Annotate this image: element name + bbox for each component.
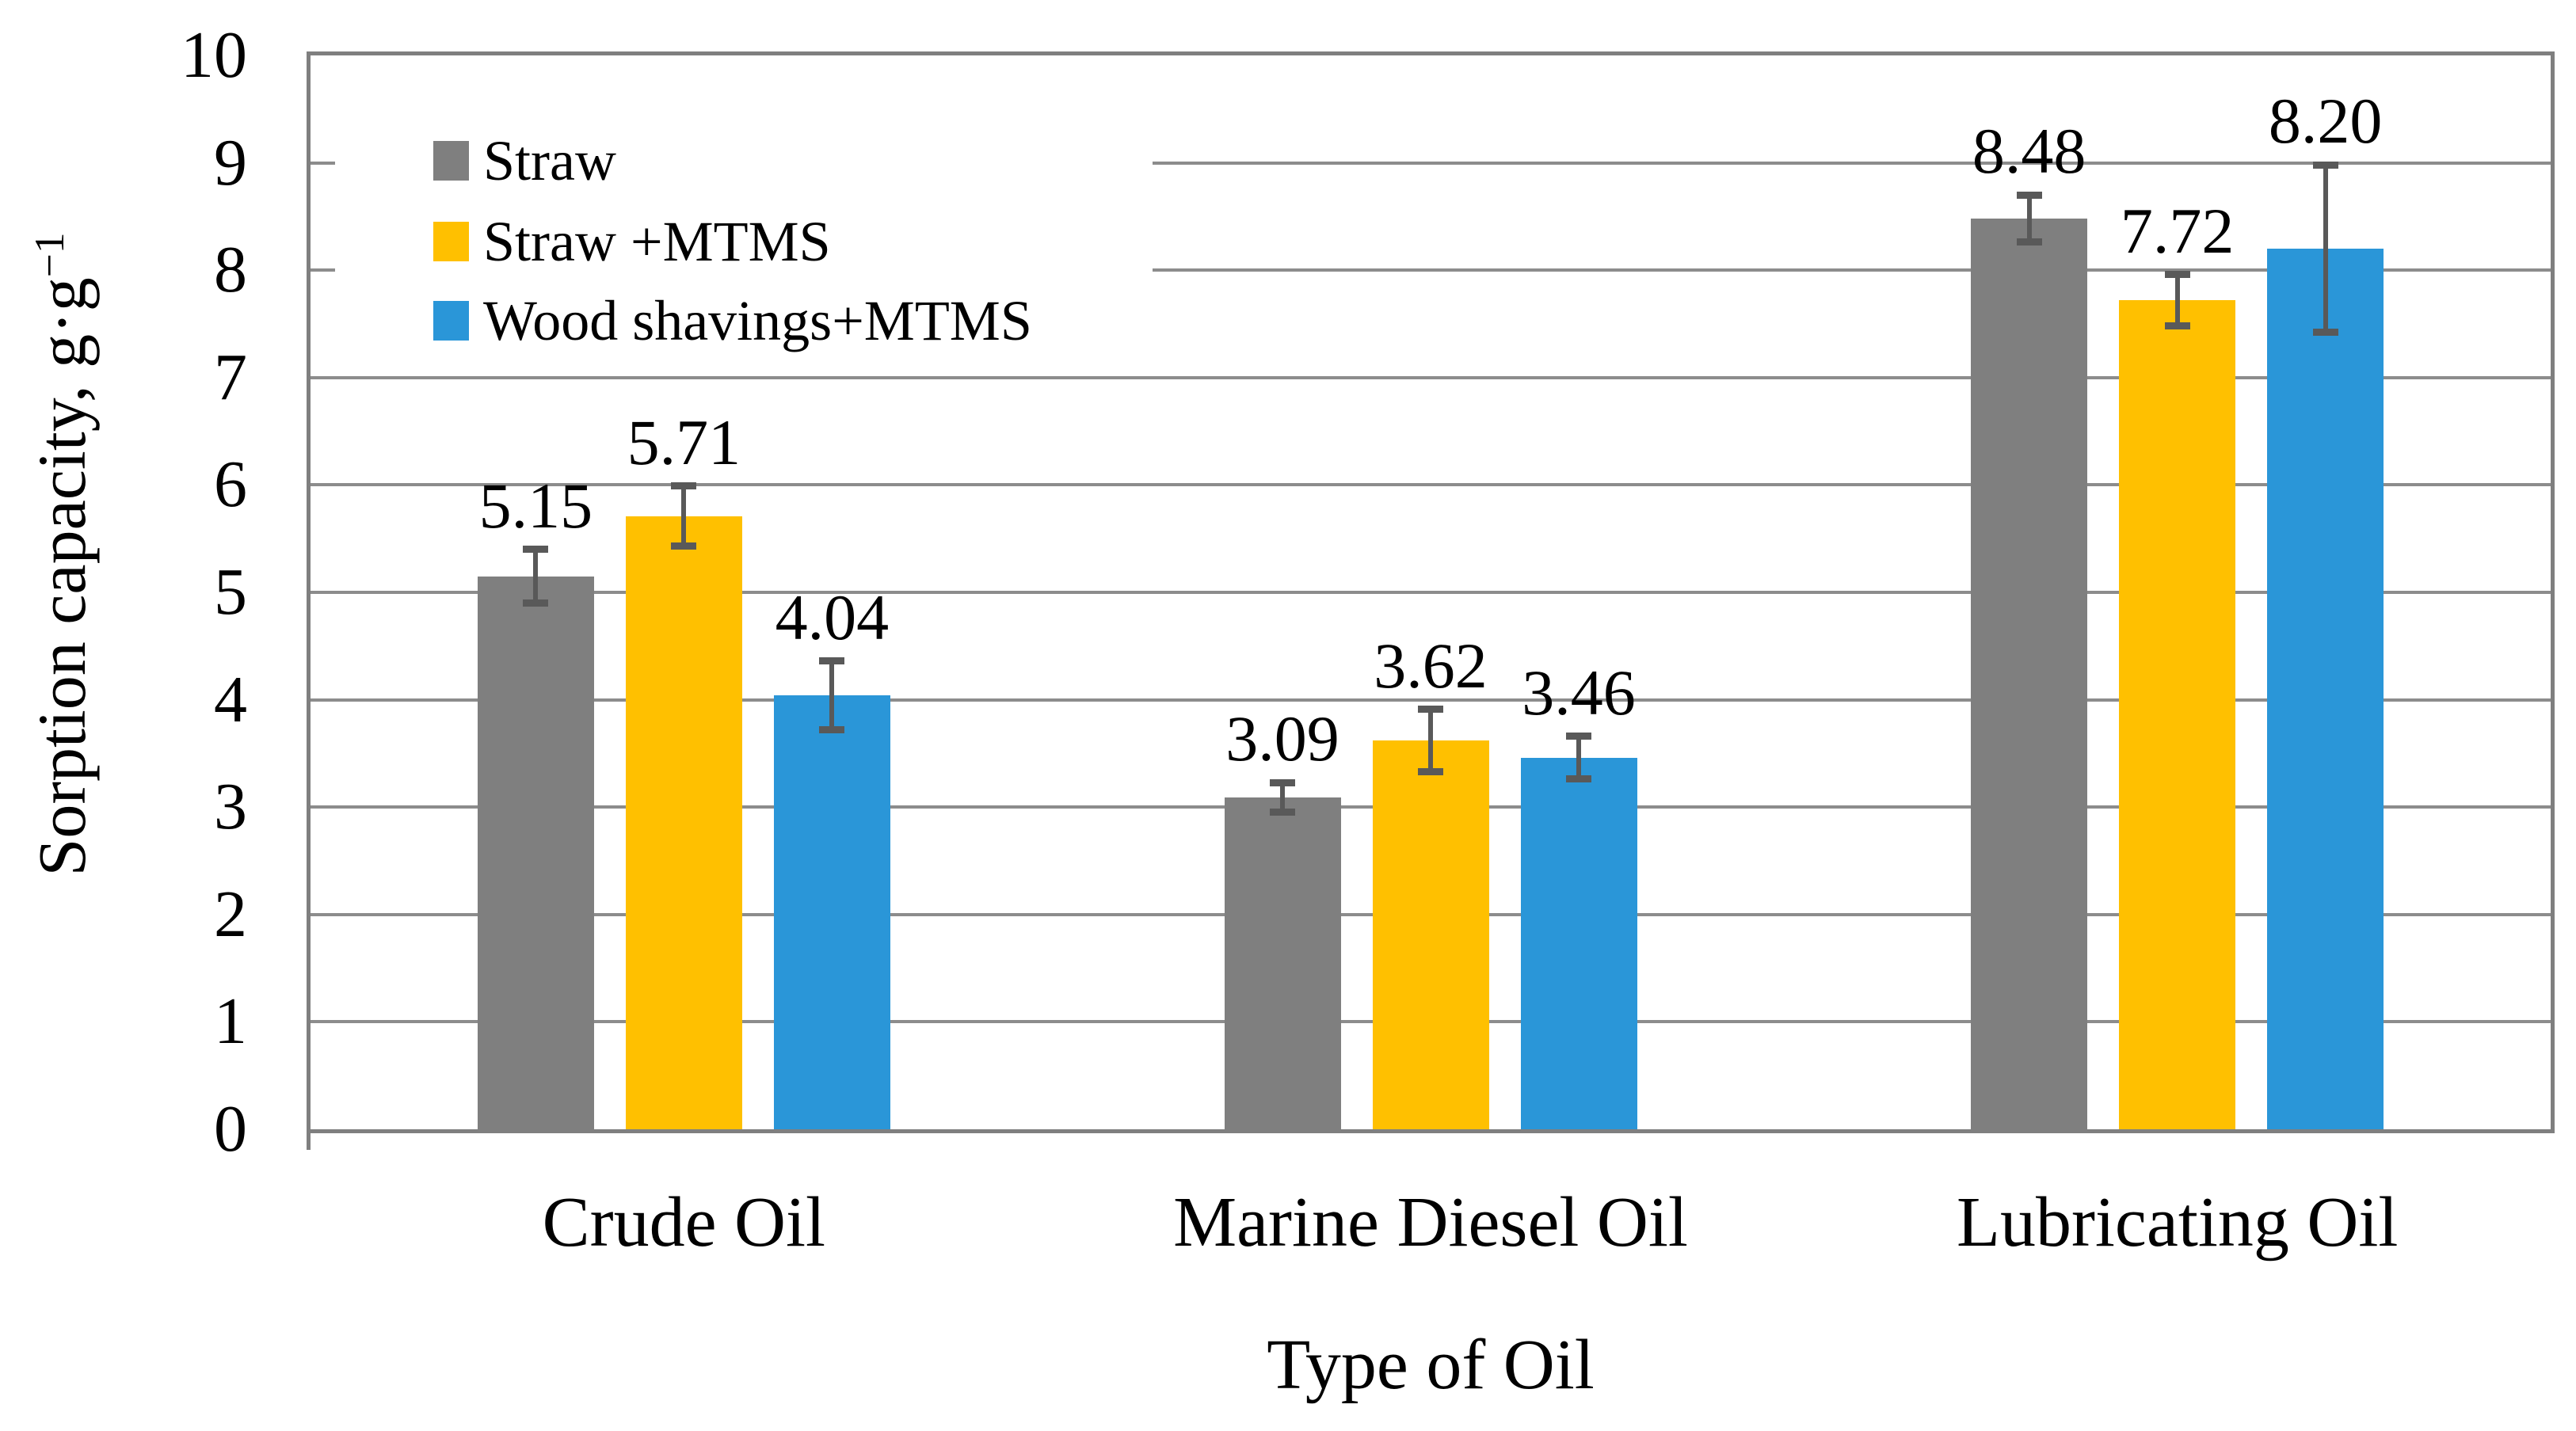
y-tick-label-0: 0 <box>214 1092 247 1166</box>
error-bar-cap-bottom <box>1566 775 1591 783</box>
error-bar-cap-top <box>2016 191 2042 199</box>
bar-value-label: 5.15 <box>478 469 593 542</box>
gridline-y-8 <box>311 268 2551 272</box>
bar-value-label: 3.46 <box>1522 656 1636 729</box>
error-bar-cap-bottom <box>2164 322 2190 330</box>
error-bar-cap-bottom <box>1418 767 1443 775</box>
bar-value-label: 3.62 <box>1374 629 1488 702</box>
error-bar-cap-top <box>2164 271 2190 279</box>
error-bar <box>829 660 835 730</box>
y-tick-label-3: 3 <box>214 770 247 844</box>
error-bar <box>2323 165 2328 333</box>
legend-swatch <box>433 222 469 261</box>
x-category-label-0: Crude Oil <box>542 1183 826 1262</box>
bar-value-label: 8.48 <box>1972 115 2086 188</box>
y-tick-label-2: 2 <box>214 877 247 951</box>
legend-item-straw: Straw <box>433 129 616 192</box>
error-bar-cap-bottom <box>1270 809 1295 816</box>
bar-wood-shavings-mtms-lubricating-oil <box>2267 249 2384 1129</box>
gridline-y-9 <box>311 161 2551 165</box>
legend: Straw Straw +MTMS Wood shavings+MTMS <box>335 119 1153 358</box>
legend-swatch <box>433 301 469 341</box>
y-tick-label-8: 8 <box>214 233 247 307</box>
legend-item-wood-shavings-mtms: Wood shavings+MTMS <box>433 289 1032 352</box>
error-bar <box>2174 274 2180 326</box>
bar-straw-lubricating-oil <box>1971 219 2088 1129</box>
bar-wood-shavings-mtms-crude-oil <box>773 695 890 1129</box>
y-tick-label-10: 10 <box>181 18 247 92</box>
error-bar <box>681 485 687 546</box>
gridline-y-5 <box>311 591 2551 594</box>
error-bar-cap-bottom <box>2312 329 2338 337</box>
error-bar-cap-top <box>2312 161 2338 169</box>
error-bar-cap-top <box>671 482 697 490</box>
error-bar-cap-top <box>1418 706 1443 714</box>
legend-label: Wood shavings+MTMS <box>483 289 1032 352</box>
legend-item-straw-mtms: Straw +MTMS <box>433 210 831 273</box>
x-axis-title: Type of Oil <box>1267 1326 1595 1404</box>
error-bar-cap-top <box>523 546 549 554</box>
bar-value-label: 8.20 <box>2268 85 2383 158</box>
legend-label: Straw +MTMS <box>483 210 831 273</box>
bar-wood-shavings-mtms-marine-diesel-oil <box>1520 757 1637 1129</box>
error-bar-cap-bottom <box>2016 238 2042 246</box>
error-bar-cap-bottom <box>671 542 697 550</box>
bar-straw-marine-diesel-oil <box>1224 797 1341 1129</box>
plot-area: Straw Straw +MTMS Wood shavings+MTMS 5.15 5… <box>307 51 2555 1133</box>
y-tick-label-1: 1 <box>214 984 247 1059</box>
error-bar <box>1576 736 1581 779</box>
y-tick-label-5: 5 <box>214 555 247 629</box>
bar-value-label: 4.04 <box>775 580 890 653</box>
x-category-label-1: Marine Diesel Oil <box>1173 1183 1688 1262</box>
y-tick-label-4: 4 <box>214 662 247 736</box>
legend-label: Straw <box>483 129 616 192</box>
error-bar-cap-bottom <box>819 726 845 734</box>
bar-straw-mtms-crude-oil <box>625 516 742 1129</box>
gridline-y-4 <box>311 698 2551 702</box>
y-tick-label-6: 6 <box>214 447 247 522</box>
error-bar <box>1428 709 1433 772</box>
bar-straw-mtms-marine-diesel-oil <box>1372 740 1489 1129</box>
error-bar <box>2026 195 2032 242</box>
y-tick-label-7: 7 <box>214 340 247 414</box>
error-bar <box>533 549 539 603</box>
bar-straw-mtms-lubricating-oil <box>2119 300 2236 1129</box>
bar-value-label: 5.71 <box>627 405 741 478</box>
x-axis-origin-tick <box>307 1129 311 1150</box>
gridline-y-6 <box>311 483 2551 487</box>
error-bar-cap-top <box>819 657 845 665</box>
error-bar <box>1280 782 1285 813</box>
error-bar-cap-bottom <box>523 599 549 607</box>
bar-straw-crude-oil <box>477 576 594 1129</box>
legend-swatch <box>433 141 469 181</box>
bar-value-label: 3.09 <box>1225 702 1339 774</box>
y-tick-label-9: 9 <box>214 125 247 200</box>
x-category-label-2: Lubricating Oil <box>1956 1183 2399 1262</box>
error-bar-cap-top <box>1270 778 1295 786</box>
error-bar-cap-top <box>1566 733 1591 740</box>
gridline-y-7 <box>311 375 2551 379</box>
bar-value-label: 7.72 <box>2120 194 2235 267</box>
